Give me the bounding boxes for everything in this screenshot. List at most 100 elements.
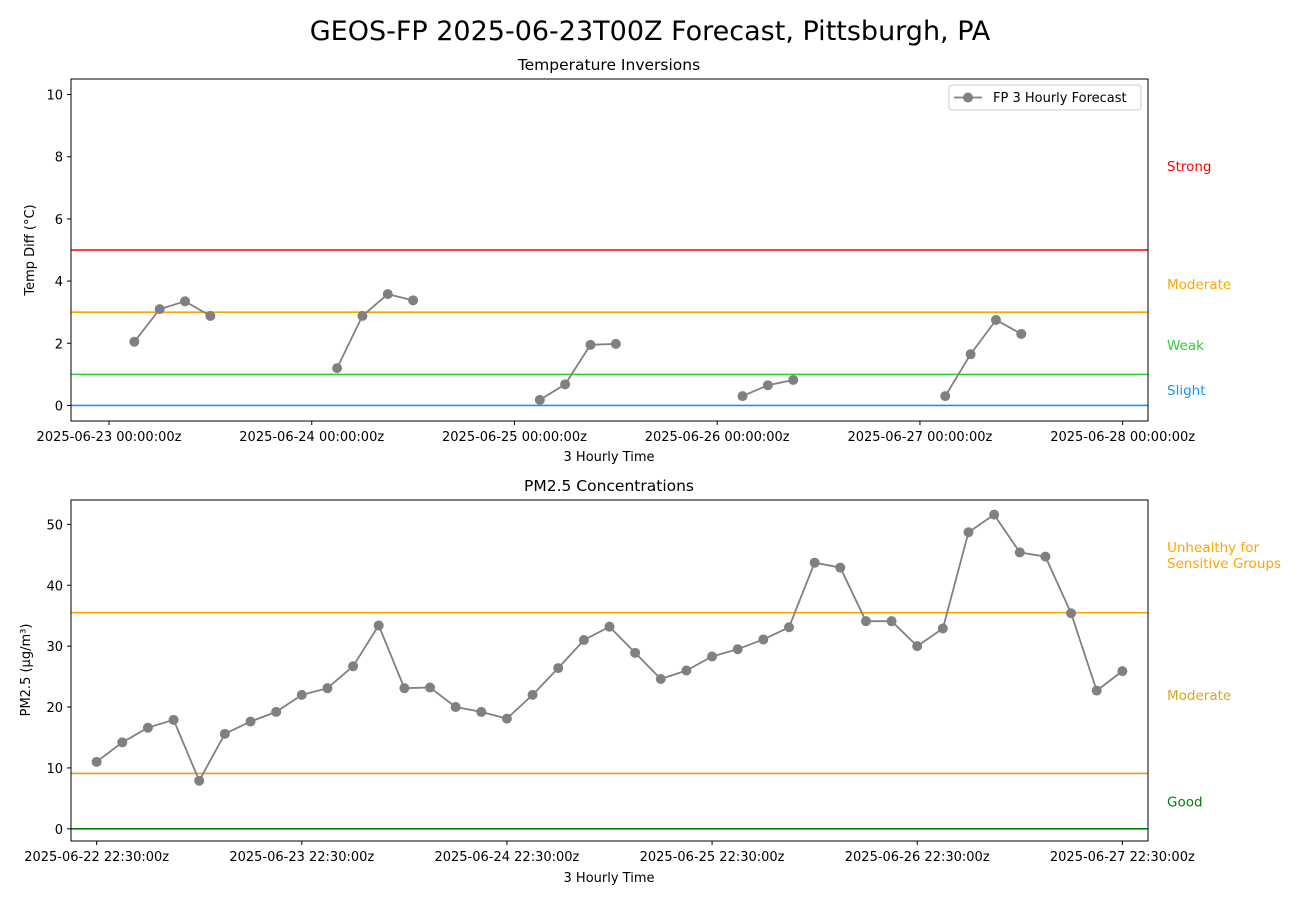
- temperature-data-point: [560, 379, 571, 390]
- temperature-x-tick-label: 2025-06-26 00:00:00z: [645, 430, 790, 445]
- temperature-legend: FP 3 Hourly Forecast: [948, 84, 1142, 111]
- temperature-data-point: [965, 349, 976, 360]
- temperature-data-point: [990, 314, 1001, 325]
- temperature-y-tick-label: 10: [46, 89, 63, 104]
- pm25-data-point: [937, 623, 948, 634]
- pm25-data-point: [245, 716, 256, 727]
- pm25-data-point: [168, 714, 179, 725]
- pm25-data-point: [117, 737, 128, 748]
- pm25-x-tick-label: 2025-06-22 22:30:00z: [24, 850, 169, 865]
- temperature-data-point: [788, 374, 799, 385]
- temperature-data-point: [940, 391, 951, 402]
- pm25-y-tick-label: 10: [46, 762, 63, 777]
- temperature-category-label-2: Weak: [1167, 338, 1204, 354]
- temperature-data-point: [534, 394, 545, 405]
- pm25-data-point: [425, 682, 435, 693]
- pm25-data-point: [681, 665, 692, 676]
- pm25-data-point: [322, 683, 333, 694]
- pm25-data-point: [91, 756, 102, 767]
- pm25-data-point: [1066, 608, 1077, 619]
- temperature-data-point: [1016, 328, 1027, 339]
- temperature-data-point: [408, 295, 419, 306]
- pm25-data-point: [630, 647, 641, 658]
- temperature-x-tick-label: 2025-06-28 00:00:00z: [1050, 430, 1195, 445]
- pm25-data-point: [1014, 547, 1025, 558]
- pm25-data-point: [835, 562, 846, 573]
- pm25-data-point: [399, 683, 410, 694]
- pm25-data-point: [809, 557, 820, 568]
- temperature-data-point: [762, 380, 773, 391]
- pm25-data-point: [219, 728, 230, 739]
- pm25-y-tick-label: 20: [46, 701, 63, 716]
- pm25-data-point: [732, 644, 743, 655]
- temperature-series-line-2: [539, 343, 616, 401]
- temperature-series-line-1: [336, 293, 414, 369]
- pm25-data-point: [142, 722, 153, 733]
- temperature-x-tick-label: 2025-06-24 00:00:00z: [239, 430, 384, 445]
- temperature-x-tick-label: 2025-06-27 00:00:00z: [847, 430, 992, 445]
- temperature-data-point: [357, 310, 368, 321]
- temperature-series-line-0: [133, 300, 211, 343]
- temperature-data-point: [585, 339, 596, 350]
- pm25-data-point: [348, 661, 359, 672]
- temperature-x-tick-label: 2025-06-25 00:00:00z: [442, 430, 587, 445]
- pm25-data-point: [553, 663, 564, 674]
- temperature-axes-frame: [70, 78, 1149, 422]
- temperature-data-point: [205, 310, 216, 321]
- temperature-y-tick-label: 8: [55, 151, 63, 166]
- temperature-panel-title: Temperature Inversions: [517, 56, 700, 74]
- pm25-y-tick-label: 40: [46, 579, 63, 594]
- temperature-data-point: [382, 289, 393, 300]
- legend-marker: [963, 92, 973, 103]
- pm25-data-point: [860, 616, 871, 627]
- pm25-x-tick-label: 2025-06-26 22:30:00z: [845, 850, 990, 865]
- temperature-y-axis-label: Temp Diff (°C): [23, 204, 38, 296]
- pm25-data-point: [989, 509, 1000, 520]
- temperature-category-label-3: Slight: [1167, 383, 1206, 399]
- pm25-data-point: [707, 651, 718, 662]
- pm25-category-label-2: Good: [1167, 794, 1203, 810]
- temperature-y-tick-label: 4: [55, 275, 63, 290]
- temperature-data-point: [737, 391, 748, 402]
- pm25-y-tick-label: 50: [46, 518, 63, 533]
- temperature-category-label-0: Strong: [1167, 159, 1212, 175]
- temperature-data-point: [610, 338, 621, 349]
- temperature-data-point: [332, 363, 343, 374]
- pm25-data-point: [1040, 551, 1051, 562]
- pm25-data-point: [912, 641, 923, 652]
- pm25-series-line-0: [96, 513, 1123, 783]
- pm25-data-point: [476, 706, 487, 717]
- pm25-y-tick-label: 0: [55, 823, 63, 838]
- temperature-y-tick-label: 2: [55, 337, 63, 352]
- temperature-data-point: [180, 296, 191, 307]
- pm25-data-point: [758, 634, 769, 645]
- pm25-data-point: [527, 689, 538, 700]
- pm25-data-point: [450, 702, 461, 713]
- pm25-y-axis-label: PM2.5 (μg/m³): [19, 624, 34, 717]
- pm25-axes-frame: [70, 499, 1149, 842]
- pm25-data-point: [373, 620, 384, 631]
- pm25-data-point: [1117, 666, 1128, 677]
- pm25-category-label-0: Unhealthy for Sensitive Groups: [1167, 540, 1281, 572]
- pm25-category-label-1: Moderate: [1167, 688, 1231, 704]
- pm25-data-point: [271, 706, 282, 717]
- temperature-x-axis-label: 3 Hourly Time: [564, 450, 655, 465]
- pm25-x-tick-label: 2025-06-23 22:30:00z: [229, 850, 374, 865]
- pm25-x-tick-label: 2025-06-25 22:30:00z: [640, 850, 785, 865]
- temperature-data-point: [129, 336, 140, 347]
- pm25-data-point: [655, 674, 666, 685]
- temperature-y-tick-label: 6: [55, 213, 63, 228]
- temperature-x-tick-label: 2025-06-23 00:00:00z: [37, 430, 182, 445]
- temperature-y-tick-label: 0: [55, 399, 63, 414]
- pm25-data-point: [784, 622, 794, 633]
- pm25-y-tick-label: 30: [46, 640, 63, 655]
- pm25-data-point: [501, 713, 512, 724]
- temperature-series-line-4: [944, 318, 1022, 397]
- temperature-data-point: [154, 304, 165, 315]
- pm25-data-point: [604, 621, 615, 632]
- pm25-data-point: [886, 616, 897, 627]
- pm25-x-axis-label: 3 Hourly Time: [564, 871, 655, 886]
- pm25-concentrations-panel: PM2.5 Concentrations 3 Hourly Time PM2.5…: [19, 477, 1281, 886]
- temperature-inversions-panel: Temperature Inversions 3 Hourly Time Tem…: [23, 56, 1231, 465]
